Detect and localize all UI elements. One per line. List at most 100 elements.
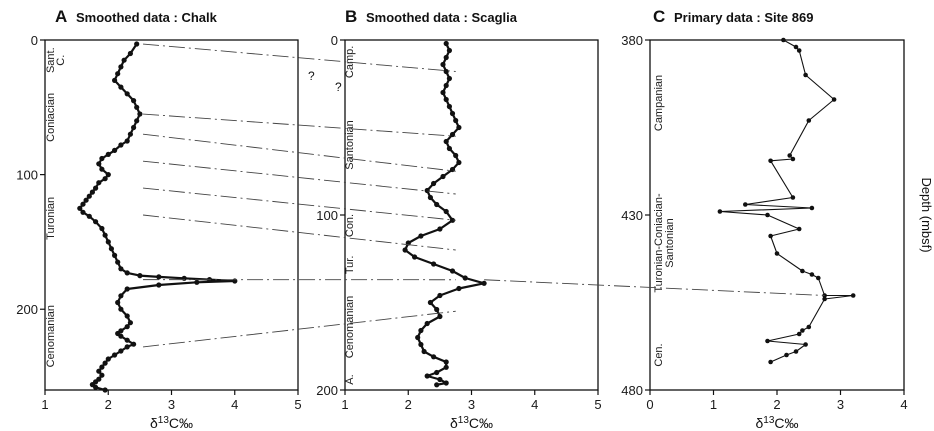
panel-c-x-axis-label: δ13C‰: [755, 415, 798, 431]
panel-c-data-point: [809, 272, 815, 277]
panel-a-data-point: [118, 348, 124, 354]
panel-b-y-tick-label: 100: [316, 208, 338, 223]
panel-a-data-point: [96, 161, 102, 167]
panel-a-data-point: [77, 205, 83, 211]
panel-a-data-point: [118, 142, 124, 148]
panel-c-title: Primary data : Site 869: [674, 10, 813, 25]
panel-a-stage-label: Sant.: [45, 47, 57, 73]
panel-c-x-tick-label: 4: [900, 397, 907, 412]
correlation-line-a-b: [142, 310, 456, 348]
panel-b-stage-label: Cenomanian: [344, 296, 356, 358]
panel-b-stage-label: Santonian: [344, 120, 356, 170]
panel-b-data-point: [446, 145, 452, 152]
panel-b-data-point: [418, 233, 424, 239]
panel-b-letter: B: [345, 7, 357, 26]
panel-c-data-point: [796, 48, 802, 53]
panel-a-data-point: [131, 124, 137, 131]
panel-c-data-point: [743, 202, 748, 207]
panel-a-data-point: [102, 232, 108, 238]
panel-a-x-tick-label: 3: [168, 397, 175, 412]
panel-b-data-point: [456, 159, 462, 166]
panel-a-data-point: [102, 387, 108, 393]
panel-b-data-point: [443, 40, 449, 47]
panel-a-data-point: [105, 239, 111, 245]
panel-c-x-tick-label: 0: [646, 397, 653, 412]
panel-a-data-point: [115, 259, 121, 265]
panel-b-data-point: [418, 341, 424, 348]
panel-a-data-point: [137, 111, 143, 117]
panel-b-data-point: [446, 103, 452, 110]
panel-b-data-point: [443, 380, 449, 386]
panel-b-data-point: [424, 187, 430, 194]
correlation-lines: ??: [142, 43, 825, 348]
panel-b-data-point: [443, 68, 449, 75]
panel-c-data-point: [793, 44, 799, 50]
panel-a-data-point: [124, 270, 130, 276]
panel-a-data-point: [99, 166, 105, 172]
panel-b-data-point: [418, 327, 424, 334]
panel-b-data-point: [440, 61, 446, 68]
panel-b-data-point: [437, 226, 443, 232]
panel-c-x-tick-label: 3: [837, 397, 844, 412]
panel-a-x-tick-label: 4: [231, 397, 238, 412]
panel-c-data-point: [787, 153, 792, 158]
panel-a-data-point: [137, 273, 143, 279]
panel-c-stage-label: Cen.: [653, 343, 665, 366]
panel-c-data-point: [793, 349, 799, 354]
panel-a-data-point: [89, 189, 95, 195]
panel-a-data-point: [127, 320, 133, 326]
panel-a-data-point: [118, 266, 124, 272]
panel-a-data-point: [96, 368, 102, 374]
panel-a-data-point: [86, 193, 92, 199]
panel-c-data-point: [800, 328, 805, 333]
panel-a-data-point: [124, 91, 130, 97]
panel-c-x-tick-label: 1: [710, 397, 717, 412]
correlation-line-a-b: [142, 133, 456, 172]
panel-c-data-point: [803, 72, 808, 78]
panel-a-data-point: [99, 372, 105, 378]
panel-a-data-point: [232, 278, 238, 284]
panel-c-data-point: [765, 338, 770, 344]
panel-b-stage-label: Tur.: [344, 256, 356, 275]
panel-c-data-point: [765, 212, 770, 218]
panel-c-stage-label: Campanian: [653, 75, 665, 131]
panel-a-x-tick-label: 5: [294, 397, 301, 412]
panel-a-data-point: [131, 341, 137, 347]
panel-a-data-point: [115, 299, 121, 306]
panel-b-stage-label: Con.: [344, 214, 356, 237]
panel-c-data-point: [816, 275, 821, 281]
panel-b-data-point: [431, 180, 437, 187]
panel-b-data-point: [437, 376, 443, 383]
panel-a-data-point: [124, 337, 130, 343]
uncertain-correlation-mark: ?: [335, 80, 342, 94]
panel-a-plot-frame: [44, 39, 299, 391]
panel-a-data-point: [124, 313, 130, 319]
panel-c-x-tick-label: 2: [773, 397, 780, 412]
panel-b-data-point: [443, 82, 449, 89]
panel-a-stage-label: Cenomanian: [45, 305, 57, 367]
panel-c-data-point: [809, 205, 815, 211]
panel-b-x-axis-label: δ13C‰: [450, 415, 493, 431]
panel-b-data-point: [434, 369, 440, 376]
panel-c-data-point: [831, 97, 837, 102]
panel-a-data-point: [124, 138, 130, 144]
panel-b-data-point: [443, 364, 449, 370]
panel-b-x-tick-label: 4: [531, 397, 538, 412]
panel-a-data-point: [105, 172, 111, 178]
panel-b-data-point: [449, 110, 456, 117]
panel-a-data-point: [93, 384, 99, 390]
panel-a-data-point: [181, 275, 187, 281]
panel-b-data-point: [453, 117, 459, 124]
panel-a-data-point: [96, 180, 102, 186]
panel-b-data-point: [453, 152, 459, 159]
panel-b-data-point: [415, 334, 421, 341]
panel-a-data-point: [83, 197, 89, 203]
panel-b-data-point: [443, 96, 449, 103]
panel-c-data-point: [796, 331, 802, 337]
panel-a-y-tick-label: 100: [16, 168, 38, 183]
panel-b-x-tick-label: 3: [468, 397, 475, 412]
panel-c-letter: C: [653, 7, 665, 26]
correlation-line-a-b: [143, 113, 456, 137]
panel-c-stage-label: Turonian-Coniacian-: [653, 193, 665, 293]
